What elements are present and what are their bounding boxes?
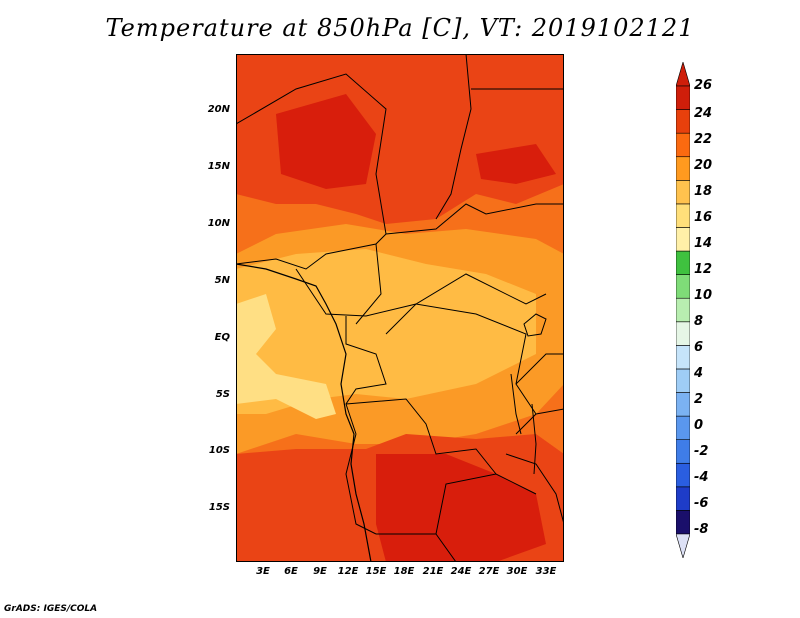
lon-label: 15E [365, 566, 387, 577]
colorbar-bottom-arrow [676, 533, 690, 558]
colorbar-segment [676, 510, 690, 535]
lat-label: 15S [208, 502, 230, 513]
lon-label: 3E [256, 566, 270, 577]
colorbar-label: 0 [694, 418, 704, 433]
colorbar-label: 2 [694, 392, 704, 407]
colorbar-segment [676, 274, 690, 299]
lon-label: 21E [422, 566, 444, 577]
lat-label: 15N [207, 161, 230, 172]
colorbar-label: 26 [694, 78, 713, 93]
colorbar-label: 6 [694, 340, 704, 355]
field-central-mild [236, 249, 536, 414]
colorbar-segment [676, 109, 690, 134]
field-sahel-core-2 [476, 144, 556, 184]
lat-label: 5S [215, 389, 230, 400]
lon-label: 6E [284, 566, 298, 577]
colorbar-label: 8 [694, 314, 704, 329]
colorbar-label: 14 [694, 236, 713, 251]
colorbar-label: 20 [694, 158, 713, 173]
colorbar-segment [676, 439, 690, 464]
colorbar-label: 24 [694, 106, 713, 121]
lon-label: 9E [313, 566, 327, 577]
colorbar-segment [676, 85, 690, 110]
colorbar-segment [676, 297, 690, 323]
colorbar-segment [676, 180, 690, 205]
field-sahel-core [276, 94, 376, 189]
temperature-map [236, 54, 564, 562]
colorbar-segment [676, 392, 690, 417]
lat-label: 10S [208, 445, 230, 456]
colorbar-label: -8 [694, 522, 709, 537]
lakes [510, 313, 547, 475]
colorbar-segment [676, 415, 690, 440]
colorbar-label: -2 [694, 444, 709, 459]
lon-label: 27E [478, 566, 500, 577]
field-south-core [376, 454, 546, 562]
colorbar [676, 62, 690, 558]
lon-label: 30E [506, 566, 528, 577]
colorbar-segment [676, 156, 690, 181]
grads-credit: GrADS: IGES/COLA [4, 604, 98, 614]
colorbar-segment [676, 462, 690, 488]
colorbar-label: 12 [694, 262, 713, 277]
colorbar-label: 10 [694, 288, 713, 303]
map-frame [236, 54, 564, 562]
coastline [236, 263, 372, 562]
lat-label: 10N [207, 218, 230, 229]
lat-label: 20N [207, 104, 230, 115]
lon-label: 18E [393, 566, 415, 577]
colorbar-label: 22 [694, 132, 713, 147]
field-coast-cool [236, 294, 336, 419]
colorbar-segment [676, 321, 690, 346]
colorbar-segment [676, 250, 690, 275]
map-title: Temperature at 850hPa [C], VT: 201910212… [105, 14, 695, 42]
colorbar-top-arrow [676, 62, 690, 87]
lon-label: 24E [450, 566, 472, 577]
colorbar-label: -4 [694, 470, 709, 485]
colorbar-label: 16 [694, 210, 713, 225]
lon-label: 33E [535, 566, 557, 577]
colorbar-label: -6 [694, 496, 709, 511]
colorbar-segment [676, 227, 690, 252]
colorbar-label: 4 [694, 366, 704, 381]
lat-label: EQ [214, 332, 230, 343]
country-borders [236, 54, 564, 562]
colorbar-label: 18 [694, 184, 713, 199]
lon-label: 12E [337, 566, 359, 577]
colorbar-segment [676, 203, 690, 228]
colorbar-segments [676, 85, 690, 535]
colorbar-segment [676, 486, 690, 511]
colorbar-segment [676, 132, 690, 158]
colorbar-segment [676, 345, 690, 370]
colorbar-segment [676, 368, 690, 393]
lat-label: 5N [214, 275, 230, 286]
